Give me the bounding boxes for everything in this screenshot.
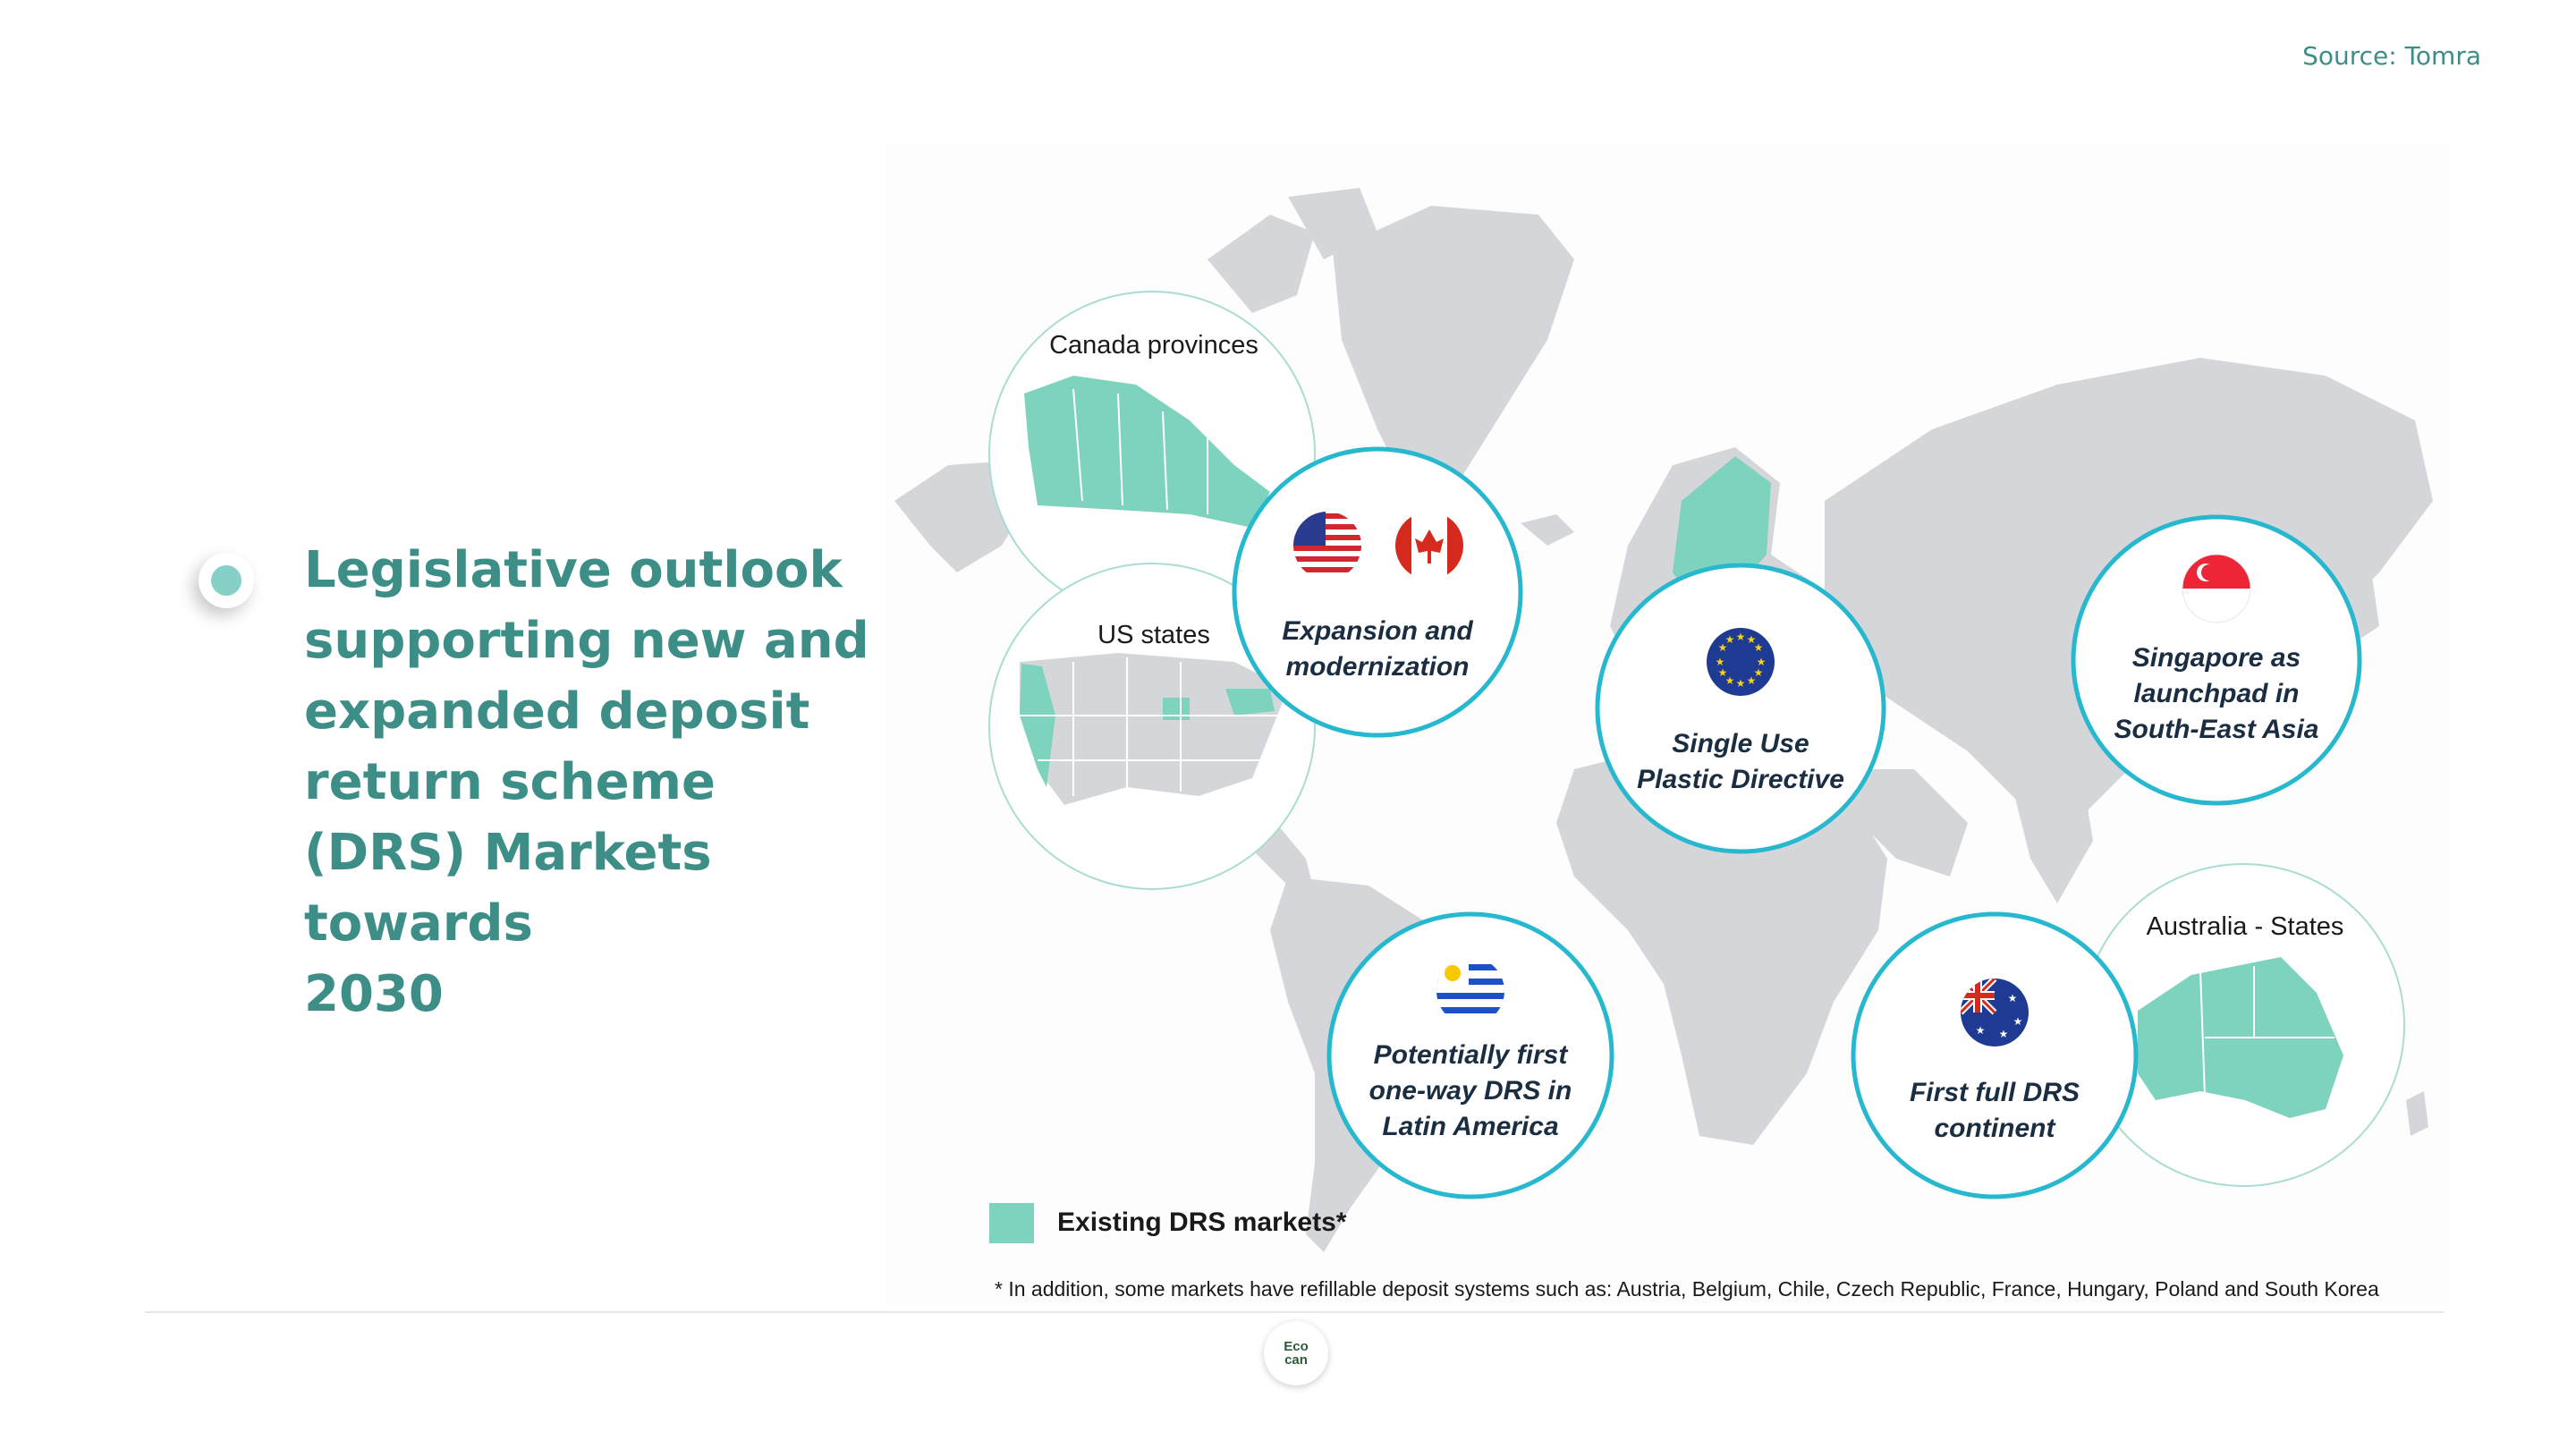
svg-text:★: ★	[1718, 666, 1728, 679]
canada-provinces-shape	[1024, 376, 1270, 528]
callout-europe: Single Use Plastic Directive	[1637, 729, 1844, 794]
svg-text:★: ★	[1716, 656, 1725, 668]
heading-line: expanded deposit	[304, 682, 810, 741]
svg-text:★: ★	[1725, 633, 1735, 646]
svg-text:★: ★	[1976, 1024, 1986, 1037]
heading-line: (DRS) Markets towards	[304, 824, 712, 953]
logo-line: can	[1284, 1352, 1308, 1368]
inset-label-australia: Australia - States	[2146, 912, 2344, 941]
svg-text:★: ★	[1725, 674, 1735, 687]
heading-line: return scheme	[304, 753, 716, 811]
ecocan-logo: Eco can	[1264, 1321, 1328, 1385]
singapore-flag-icon	[2182, 554, 2251, 623]
inset-label-canada: Canada provinces	[1049, 331, 1258, 360]
source-caption: Source: Tomra	[2302, 41, 2481, 71]
inset-circles	[988, 291, 2405, 1187]
svg-text:★: ★	[1757, 656, 1767, 668]
inset-label-us: US states	[1097, 621, 1210, 649]
svg-text:★: ★	[1999, 1028, 2009, 1040]
heading-line: Legislative outlook	[304, 541, 843, 599]
slide-heading: Legislative outlook supporting new and e…	[304, 535, 894, 1030]
callout-singapore: Singapore as launchpad in South-East Asi…	[2114, 643, 2319, 744]
uruguay-flag-icon	[1436, 957, 1504, 1025]
us-states-shape	[1020, 653, 1288, 805]
svg-text:★: ★	[1736, 677, 1746, 690]
svg-text:★: ★	[1747, 674, 1757, 687]
heading-line: supporting new and	[304, 612, 869, 670]
legend-label: Existing DRS markets*	[1057, 1208, 1347, 1237]
svg-text:★: ★	[1718, 641, 1728, 654]
divider	[145, 1311, 2444, 1313]
eu-flag-icon: ★ ★★ ★★★ ★★★ ★★★	[1707, 628, 1775, 696]
callout-latin-america: Potentially first one-way DRS in Latin A…	[1368, 1040, 1572, 1141]
svg-text:★: ★	[2008, 992, 2018, 1004]
bullet-icon	[199, 553, 254, 608]
callout-north-america: Expansion and modernization	[1282, 616, 1473, 682]
us-flag-icon	[1293, 512, 1361, 580]
svg-text:★: ★	[1754, 666, 1764, 679]
logo-line: Eco	[1284, 1339, 1309, 1354]
svg-text:★: ★	[1754, 641, 1764, 654]
canada-flag-icon	[1395, 512, 1463, 580]
heading-line: 2030	[304, 965, 444, 1023]
callout-australia: First full DRS continent	[1909, 1078, 2080, 1143]
svg-text:★: ★	[2013, 1015, 2023, 1028]
svg-text:★: ★	[1736, 631, 1746, 643]
svg-text:★: ★	[1747, 633, 1757, 646]
australia-flag-icon: ★ ★ ★ ★	[1961, 979, 2029, 1046]
footnote: * In addition, some markets have refilla…	[995, 1277, 2379, 1301]
legend-swatch	[989, 1203, 1034, 1243]
